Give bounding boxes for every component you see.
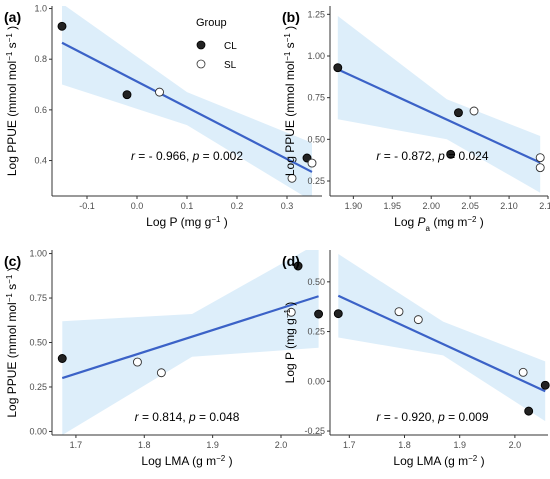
stat-annotation: r = 0.814, p = 0.048 — [135, 410, 240, 424]
y-tick-label: 1.25 — [307, 9, 325, 19]
data-point-sl — [156, 368, 166, 378]
legend-title: Group — [196, 17, 227, 29]
data-point-cl — [122, 90, 132, 100]
data-point-sl — [535, 153, 545, 163]
data-point-sl — [287, 173, 297, 183]
y-axis-title: Log P (mg g−1 ) — [283, 302, 298, 384]
y-tick-label: 0.6 — [34, 105, 47, 115]
x-tick-label: 1.95 — [384, 201, 402, 211]
x-tick-label: 1.7 — [70, 440, 83, 450]
data-point-cl — [293, 261, 303, 271]
x-tick-label: 2.0 — [275, 440, 288, 450]
data-point-sl — [132, 357, 142, 367]
data-point-sl — [307, 158, 317, 168]
y-tick-label: 1.00 — [29, 249, 47, 259]
y-tick-label: 0.8 — [34, 54, 47, 64]
y-tick-label: -0.25 — [304, 426, 325, 436]
panel-c: (c) 0.00 0.25 0.50 0.75 1.00 1.7 1.8 1.9 2.0 Log L… — [4, 249, 324, 469]
y-tick-label: 0.25 — [307, 176, 325, 186]
x-tick-label: 1.8 — [138, 440, 151, 450]
confidence-band — [337, 16, 541, 193]
panel-d: (d) -0.25 0.00 0.25 0.50 1.7 1.8 1.9 2.0 Log LMA … — [282, 250, 550, 469]
y-tick-label: 0.4 — [34, 156, 47, 166]
stat-annotation: r = - 0.872, p = 0.024 — [376, 149, 488, 163]
data-point-sl — [518, 367, 528, 377]
legend-label-cl: CL — [224, 41, 237, 52]
data-point-sl — [535, 163, 545, 173]
x-tick-label: 0.2 — [231, 201, 244, 211]
regression-line — [61, 41, 313, 173]
data-point-sl — [394, 307, 404, 317]
y-tick-label: 0.00 — [307, 376, 325, 386]
data-point-cl — [446, 149, 456, 159]
regression-line — [61, 295, 319, 380]
y-axis-title: Log PPUE (mmol mol−1 s−1 ) — [5, 26, 20, 176]
y-tick-label: 0.50 — [29, 338, 47, 348]
x-tick-label: 0.3 — [281, 201, 294, 211]
panel-letter: (b) — [282, 9, 300, 25]
panel-a: (a) 0.4 0.6 0.8 1.0 -0.1 0.0 0.1 0.2 0.3 Log P (mg… — [4, 4, 322, 230]
y-tick-label: 0.00 — [29, 426, 47, 436]
stat-annotation: r = - 0.966, p = 0.002 — [131, 149, 243, 163]
data-point-sl — [155, 87, 164, 97]
y-axis-title: Log PPUE (mmol mol−1 s−1 ) — [283, 26, 298, 176]
regression-line — [337, 68, 541, 164]
legend: Group CL SL — [196, 17, 237, 71]
data-point-cl — [540, 380, 550, 390]
data-point-cl — [314, 309, 324, 319]
data-point-cl — [57, 354, 67, 363]
x-axis-title: Log LMA (g m−2 ) — [393, 454, 484, 469]
data-point-cl — [524, 406, 534, 416]
y-tick-label: 0.25 — [307, 327, 325, 337]
x-tick-label: 0.0 — [131, 201, 144, 211]
x-tick-label: 1.7 — [343, 440, 356, 450]
data-point-cl — [333, 63, 343, 73]
y-tick-label: 0.75 — [307, 93, 325, 103]
y-tick-label: 0.50 — [307, 134, 325, 144]
panel-letter: (a) — [4, 9, 21, 25]
x-tick-label: 2.00 — [422, 201, 440, 211]
y-tick-label: 0.50 — [307, 277, 325, 287]
y-tick-label: 1.00 — [307, 51, 325, 61]
legend-marker-sl — [196, 59, 206, 69]
x-tick-label: -0.1 — [79, 201, 95, 211]
stat-annotation: r = - 0.920, p = 0.009 — [376, 410, 488, 424]
x-tick-label: 1.9 — [206, 440, 219, 450]
x-axis-title: Log Pa (mg m−2 ) — [394, 215, 484, 233]
x-tick-label: 2.0 — [509, 440, 522, 450]
regression-line — [337, 294, 546, 393]
data-point-cl — [57, 21, 67, 31]
y-tick-label: 0.75 — [29, 293, 47, 303]
x-axis-title: Log LMA (g m−2 ) — [141, 454, 232, 469]
confidence-band — [62, 6, 312, 196]
y-axis-title: Log PPUE (mmol mol−1 s−1 ) — [5, 267, 20, 417]
x-tick-label: 2.15 — [539, 201, 550, 211]
y-tick-label: 1.0 — [34, 4, 47, 14]
x-tick-label: 1.9 — [453, 440, 466, 450]
y-tick-label: 0.25 — [29, 382, 47, 392]
legend-label-sl: SL — [224, 60, 237, 71]
legend-marker-cl — [196, 40, 206, 50]
x-tick-label: 2.10 — [500, 201, 518, 211]
x-tick-label: 2.05 — [461, 201, 479, 211]
data-point-cl — [454, 108, 463, 118]
x-tick-label: 0.1 — [181, 201, 194, 211]
confidence-band — [62, 250, 319, 435]
data-point-cl — [333, 309, 343, 319]
data-point-sl — [286, 307, 296, 317]
confidence-band — [338, 254, 546, 422]
panel-b: (b) 0.25 0.50 0.75 1.00 1.25 1.90 1.95 2.00 2.05 2… — [282, 6, 550, 233]
data-point-sl — [413, 315, 423, 325]
panel-letter: (c) — [4, 253, 21, 269]
data-point-sl — [469, 106, 479, 116]
x-tick-label: 1.90 — [345, 201, 363, 211]
x-axis-title: Log P (mg g−1 ) — [146, 215, 228, 230]
x-tick-label: 1.8 — [398, 440, 411, 450]
panel-letter: (d) — [282, 253, 300, 269]
